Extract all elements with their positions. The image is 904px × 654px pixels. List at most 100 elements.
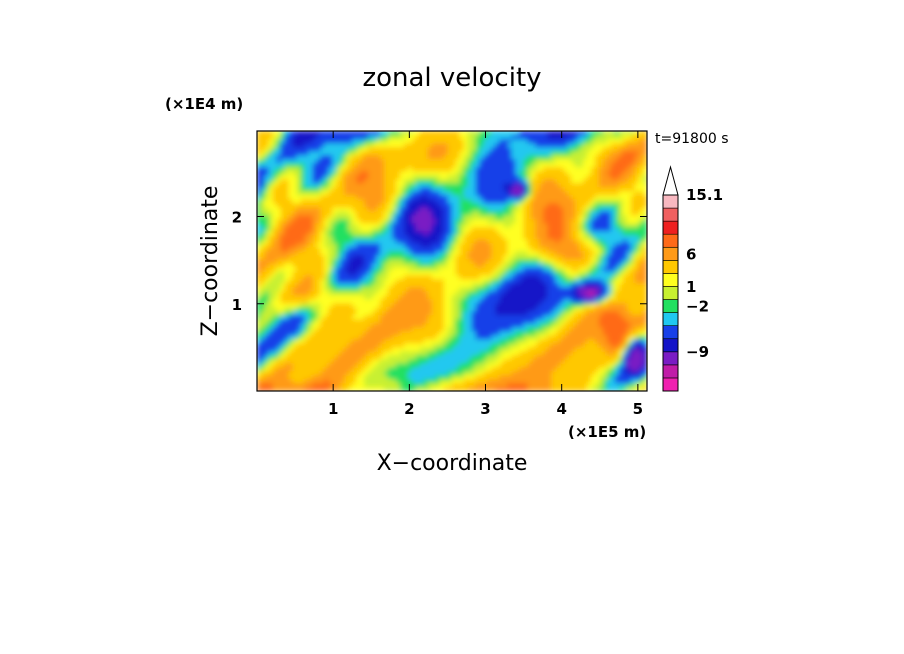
heatmap-cell <box>260 346 266 352</box>
heatmap-cell <box>272 202 278 208</box>
heatmap-cell <box>451 190 457 196</box>
heatmap-cell <box>475 330 481 336</box>
heatmap-cell <box>388 346 393 352</box>
heatmap-cell <box>455 338 461 344</box>
heatmap-cell <box>439 362 445 368</box>
heatmap-cell <box>523 174 528 180</box>
heatmap-cell <box>288 270 294 276</box>
heatmap-cell <box>535 314 540 320</box>
heatmap-cell <box>507 314 512 320</box>
heatmap-cell <box>511 226 516 232</box>
heatmap-cell <box>495 226 501 232</box>
heatmap-cell <box>411 386 417 391</box>
heatmap-cell <box>352 326 357 332</box>
heatmap-cell <box>511 186 516 192</box>
heatmap-cell <box>415 346 421 352</box>
heatmap-cell <box>451 354 457 360</box>
heatmap-cell <box>475 166 481 172</box>
heatmap-cell <box>300 214 306 220</box>
heatmap-cell <box>276 366 282 372</box>
heatmap-cell <box>316 326 321 332</box>
heatmap-cell <box>531 362 536 368</box>
heatmap-cell <box>443 310 449 316</box>
heatmap-cell <box>376 194 381 200</box>
heatmap-cell <box>515 190 520 196</box>
heatmap-cell <box>272 322 278 328</box>
heatmap-cell <box>368 134 373 140</box>
heatmap-cell <box>304 350 310 356</box>
heatmap-cell <box>483 218 489 224</box>
heatmap-cell <box>539 338 544 344</box>
heatmap-cell <box>257 190 262 196</box>
heatmap-cell <box>348 350 353 356</box>
heatmap-cell <box>459 210 465 216</box>
heatmap-cell <box>527 190 532 196</box>
heatmap-cell <box>459 266 465 272</box>
heatmap-cell <box>459 382 465 388</box>
heatmap-cell <box>507 374 512 380</box>
heatmap-cell <box>284 302 290 308</box>
heatmap-cell <box>511 338 516 344</box>
heatmap-cell <box>272 214 278 220</box>
heatmap-cell <box>332 190 337 196</box>
heatmap-cell <box>443 362 449 368</box>
heatmap-cell <box>411 178 417 184</box>
heatmap-cell <box>471 250 477 256</box>
heatmap-cell <box>392 250 397 256</box>
heatmap-cell <box>407 306 413 312</box>
heatmap-cell <box>395 366 401 372</box>
heatmap-cell <box>419 386 425 391</box>
heatmap-cell <box>475 146 481 152</box>
heatmap-cell <box>403 250 409 256</box>
heatmap-cell <box>531 190 536 196</box>
heatmap-cell <box>543 290 548 296</box>
heatmap-cell <box>348 246 353 252</box>
heatmap-cell <box>276 318 282 324</box>
heatmap-cell <box>487 314 493 320</box>
heatmap-cell <box>431 302 437 308</box>
heatmap-cell <box>288 350 294 356</box>
heatmap-cell <box>284 198 290 204</box>
heatmap-cell <box>543 250 548 256</box>
heatmap-cell <box>551 198 556 204</box>
heatmap-cell <box>276 214 282 220</box>
heatmap-cell <box>523 182 528 188</box>
heatmap-cell <box>348 202 353 208</box>
heatmap-cell <box>519 310 524 316</box>
heatmap-cell <box>531 154 536 160</box>
heatmap-cell <box>543 302 548 308</box>
heatmap-cell <box>447 246 453 252</box>
heatmap-cell <box>312 206 317 212</box>
heatmap-cell <box>471 142 477 148</box>
heatmap-cell <box>519 350 524 356</box>
heatmap-cell <box>352 134 357 140</box>
heatmap-cell <box>268 306 274 312</box>
heatmap-cell <box>483 350 489 356</box>
heatmap-cell <box>284 190 290 196</box>
heatmap-cell <box>360 314 365 320</box>
heatmap-cell <box>268 374 274 380</box>
heatmap-cell <box>431 230 437 236</box>
heatmap-cell <box>384 131 389 136</box>
heatmap-cell <box>276 270 282 276</box>
heatmap-cell <box>340 158 345 164</box>
heatmap-cell <box>336 150 341 156</box>
heatmap-cell <box>260 182 266 188</box>
heatmap-cell <box>471 382 477 388</box>
heatmap-cell <box>543 242 548 248</box>
heatmap-cell <box>527 322 532 328</box>
heatmap-cell <box>419 154 425 160</box>
heatmap-cell <box>344 222 349 228</box>
heatmap-cell <box>368 206 373 212</box>
heatmap-cell <box>555 198 560 204</box>
heatmap-cell <box>308 138 314 144</box>
heatmap-cell <box>535 250 540 256</box>
heatmap-cell <box>384 190 389 196</box>
heatmap-cell <box>272 266 278 272</box>
heatmap-cell <box>292 374 298 380</box>
heatmap-cell <box>515 322 520 328</box>
heatmap-cell <box>451 138 457 144</box>
heatmap-cell <box>336 194 341 200</box>
heatmap-cell <box>407 162 413 168</box>
